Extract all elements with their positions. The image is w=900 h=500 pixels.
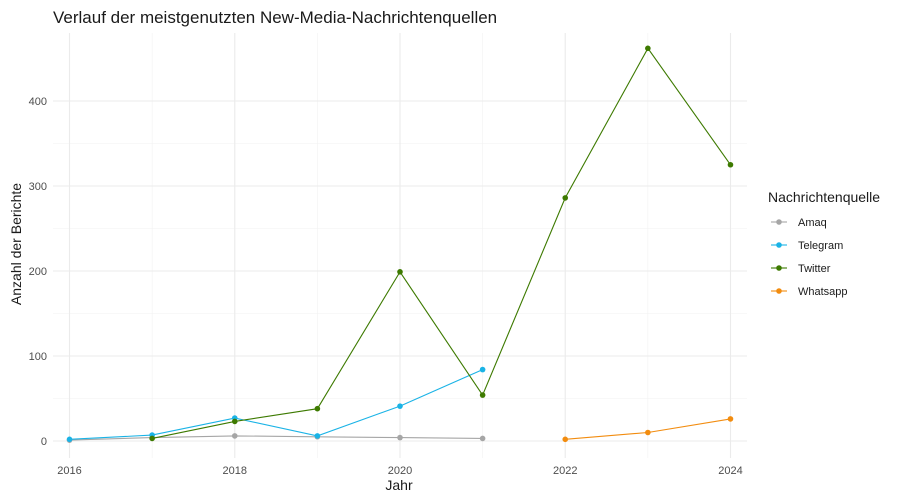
series-line-amaq — [69, 435, 483, 441]
series-line-telegram — [69, 369, 483, 440]
series-twitter — [149, 45, 734, 442]
chart-title: Verlauf der meistgenutzten New-Media-Nac… — [53, 8, 497, 27]
legend-key-point — [776, 288, 782, 294]
x-tick-label: 2018 — [223, 465, 247, 477]
series-telegram — [66, 366, 486, 443]
legend-label: Whatsapp — [798, 286, 848, 298]
y-axis-ticks: 0 100 200 300 400 — [29, 96, 47, 448]
data-point-telegram — [66, 436, 73, 443]
x-tick-label: 2022 — [553, 465, 577, 477]
data-point-telegram — [314, 433, 321, 439]
x-axis-title: Jahr — [385, 477, 413, 493]
data-point-amaq — [397, 434, 403, 441]
data-point-twitter — [149, 435, 155, 442]
y-axis-title: Anzahl der Berichte — [8, 183, 24, 305]
legend-item-whatsapp: Whatsapp — [771, 286, 848, 298]
data-point-whatsapp — [562, 436, 569, 443]
data-point-twitter — [645, 45, 651, 52]
data-point-twitter — [562, 195, 569, 201]
data-point-whatsapp — [645, 429, 651, 436]
y-tick-label: 100 — [29, 351, 47, 363]
legend-label: Amaq — [798, 217, 827, 229]
legend-item-twitter: Twitter — [771, 263, 831, 275]
y-tick-label: 300 — [29, 181, 47, 193]
data-point-whatsapp — [727, 416, 734, 422]
legend-label: Twitter — [798, 263, 831, 275]
data-point-twitter — [397, 269, 403, 275]
x-tick-label: 2020 — [388, 465, 412, 477]
data-point-twitter — [479, 392, 486, 398]
legend-key-point — [776, 265, 782, 271]
legend-item-telegram: Telegram — [771, 240, 843, 252]
series-group — [66, 45, 734, 443]
data-point-twitter — [727, 161, 734, 168]
x-tick-label: 2024 — [718, 465, 742, 477]
y-tick-label: 0 — [41, 436, 47, 448]
data-point-amaq — [479, 435, 486, 442]
legend-key-point — [776, 242, 782, 248]
x-axis-ticks: 2016 2018 2020 2022 2024 — [57, 465, 742, 477]
data-point-telegram — [479, 366, 486, 373]
series-line-twitter — [151, 47, 731, 439]
legend-title: Nachrichtenquelle — [768, 189, 880, 205]
data-point-amaq — [231, 433, 238, 439]
legend-label: Telegram — [798, 240, 843, 252]
grid — [53, 33, 747, 458]
legend-item-amaq: Amaq — [771, 217, 827, 229]
y-tick-label: 400 — [29, 96, 47, 108]
series-whatsapp — [562, 416, 734, 443]
legend-key-point — [776, 219, 782, 225]
data-point-telegram — [397, 403, 403, 409]
data-point-twitter — [231, 418, 238, 425]
legend: Nachrichtenquelle Amaq Telegram Twitter Wha… — [768, 189, 880, 298]
x-tick-label: 2016 — [57, 465, 81, 477]
data-point-twitter — [314, 405, 321, 412]
y-tick-label: 200 — [29, 266, 47, 278]
